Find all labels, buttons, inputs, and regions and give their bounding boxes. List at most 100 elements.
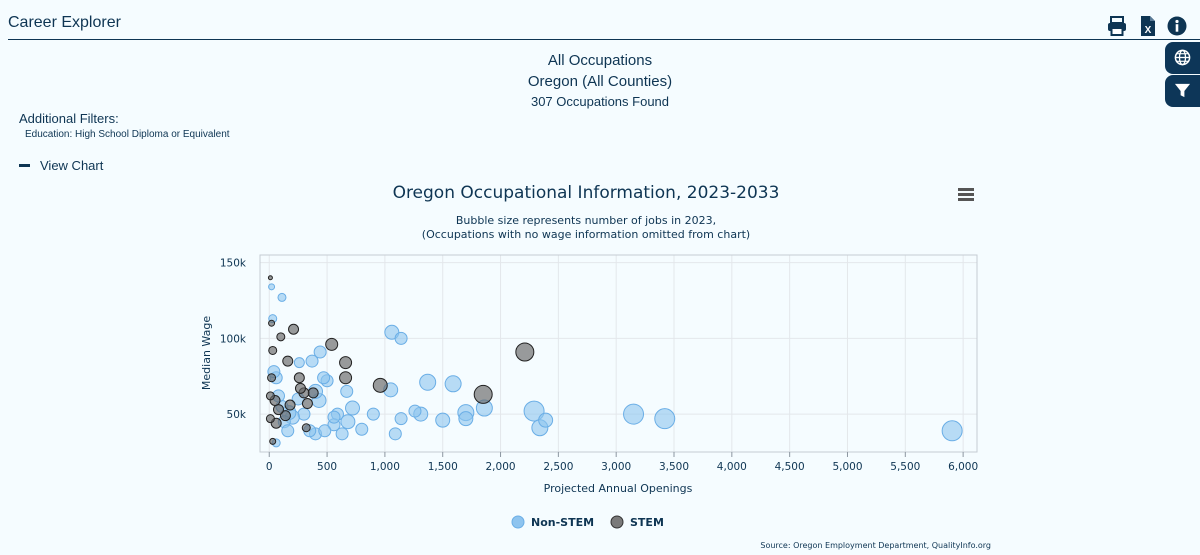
non-stem-bubble[interactable] [345,400,361,416]
view-chart-label: View Chart [40,158,104,173]
print-icon[interactable] [1106,15,1128,37]
non-stem-bubble[interactable] [419,373,437,391]
non-stem-bubble[interactable] [277,292,287,302]
non-stem-bubble[interactable] [444,375,462,393]
collapse-icon [19,164,30,168]
non-stem-bubble[interactable] [366,407,380,421]
x-tick-label: 5,500 [890,461,920,473]
stem-bubble[interactable] [339,371,353,385]
non-stem-bubble[interactable] [654,408,676,430]
stem-bubble[interactable] [282,355,294,367]
x-tick-label: 2,000 [486,461,516,473]
non-stem-bubble[interactable] [293,357,305,369]
legend: Non-STEM STEM [511,515,664,529]
stem-bubble[interactable] [273,404,285,416]
x-tick-label: 5,000 [832,461,862,473]
map-view-button[interactable] [1165,42,1200,74]
non-stem-bubble[interactable] [394,412,408,426]
non-stem-bubble[interactable] [941,420,963,442]
view-chart-toggle[interactable]: View Chart [19,158,103,173]
non-stem-bubble[interactable] [388,427,402,441]
stem-bubble[interactable] [307,387,319,399]
chart-source-credit: Source: Oregon Employment Department, Qu… [760,541,991,550]
x-tick-label: 1,000 [370,461,400,473]
globe-icon [1174,49,1191,66]
info-icon[interactable] [1166,15,1188,37]
stem-bubble[interactable] [515,342,535,362]
svg-text:X: X [1145,25,1152,36]
non-stem-bubble[interactable] [340,384,354,398]
x-tick-label: 1,500 [428,461,458,473]
non-stem-bubble[interactable] [538,412,554,428]
stem-bubble[interactable] [293,372,305,384]
non-stem-bubble[interactable] [313,345,327,359]
legend-label-stem: STEM [630,516,664,529]
non-stem-bubble[interactable] [340,414,356,430]
stem-bubble[interactable] [288,323,300,335]
non-stem-bubble[interactable] [355,422,369,436]
bubble-chart: Oregon Occupational Information, 2023-20… [200,183,991,550]
x-tick-label: 0 [266,461,273,473]
chart-grid [260,255,977,452]
non-stem-bubble[interactable] [327,410,341,424]
stem-bubble[interactable] [301,398,313,410]
stem-bubble[interactable] [372,377,388,393]
filter-button[interactable] [1165,75,1200,107]
x-tick-label: 3,000 [601,461,631,473]
non-stem-bubble[interactable] [305,354,319,368]
excel-export-icon[interactable]: X [1137,15,1159,37]
non-stem-bubble[interactable] [523,400,545,422]
header-divider [8,39,1200,40]
non-stem-bubble[interactable] [281,424,295,438]
y-axis: 50k 100k 150k [220,258,247,422]
non-stem-bubble[interactable] [408,404,422,418]
x-tick-label: 4,500 [775,461,805,473]
non-stem-bubble[interactable] [623,403,645,425]
stem-bubble[interactable] [268,319,276,327]
stem-bubble[interactable] [325,337,339,351]
y-axis-title: Median Wage [200,316,213,390]
stem-bubble[interactable] [268,345,278,355]
stem-bubble[interactable] [269,437,277,445]
chart-subtitle-line1: Bubble size represents number of jobs in… [456,214,716,227]
stem-bubble[interactable] [267,275,273,281]
non-stem-bubble[interactable] [268,283,276,291]
chart-menu-button[interactable] [958,188,976,202]
chart-subtitle-line2: (Occupations with no wage information om… [422,228,750,241]
stem-bubble[interactable] [265,391,275,401]
series-non-stem [267,283,963,448]
stem-bubble[interactable] [276,332,286,342]
y-tick-label: 150k [220,258,247,270]
non-stem-bubble[interactable] [318,424,332,438]
stem-bubble[interactable] [265,414,275,424]
stem-bubble[interactable] [473,384,493,404]
legend-marker-stem [610,515,624,529]
legend-item-stem[interactable]: STEM [610,515,664,529]
non-stem-bubble[interactable] [435,412,451,428]
app-title: Career Explorer [8,14,121,31]
x-tick-label: 3,500 [659,461,689,473]
non-stem-bubble[interactable] [335,427,349,441]
result-count: 307 Occupations Found [530,94,670,109]
non-stem-bubble[interactable] [394,331,408,345]
stem-bubble[interactable] [267,373,277,383]
plot-area [259,254,978,453]
series-stem [265,275,535,445]
non-stem-bubble[interactable] [458,411,474,427]
stem-bubble[interactable] [301,423,311,433]
x-tick-label: 4,000 [717,461,747,473]
non-stem-bubble[interactable] [317,371,331,385]
legend-label-non-stem: Non-STEM [531,516,594,529]
x-axis: 0 500 1,000 1,500 2,000 2,500 3,000 3,500 4,000 4… [266,452,978,473]
education-filter-value: Education: High School Diploma or Equiva… [25,129,230,140]
x-tick-label: 6,000 [948,461,978,473]
y-tick-label: 100k [220,333,247,345]
legend-item-non-stem[interactable]: Non-STEM [511,515,594,529]
stem-bubble[interactable] [339,356,353,370]
chart-title: Oregon Occupational Information, 2023-20… [393,183,780,203]
x-axis-title: Projected Annual Openings [544,482,693,495]
stem-bubble[interactable] [284,399,296,411]
top-bar: Career Explorer X [0,0,1200,40]
stem-bubble[interactable] [294,382,306,394]
stem-bubble[interactable] [279,410,291,422]
